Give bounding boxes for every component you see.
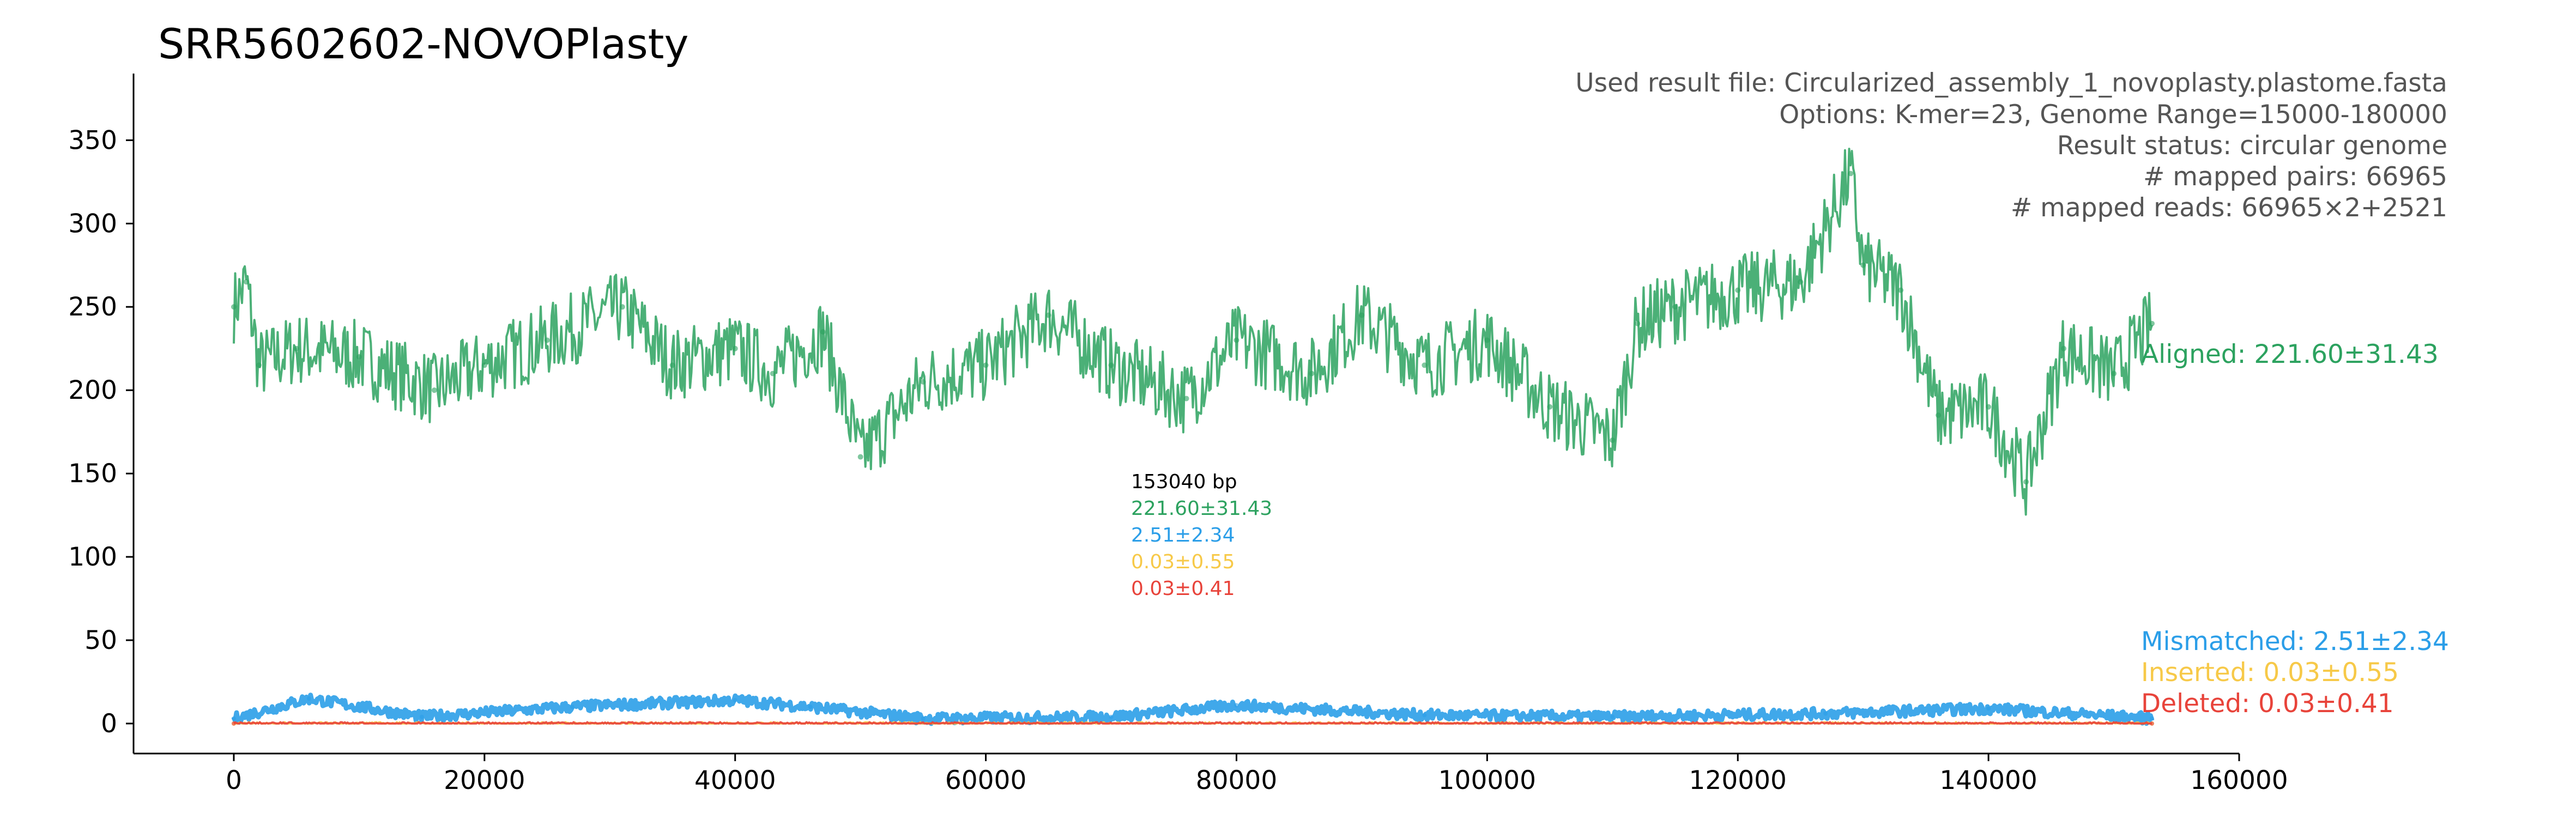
- y-tick-label: 200: [68, 375, 117, 405]
- data-point-aligned: [544, 337, 550, 343]
- data-point-aligned: [2023, 479, 2029, 485]
- y-tick-label: 250: [68, 292, 117, 322]
- x-tick-label: 60000: [945, 766, 1027, 795]
- data-point-aligned: [1672, 304, 1678, 310]
- series-label-deleted: Deleted: 0.03±0.41: [2141, 689, 2394, 719]
- stat-inserted: 0.03±0.55: [1131, 551, 1235, 573]
- data-point-aligned: [1848, 171, 1854, 177]
- plot-area: [231, 148, 2155, 726]
- info-block: Used result file: Circularized_assembly_…: [1575, 68, 2447, 223]
- stat-mismatched: 2.51±2.34: [1131, 524, 1235, 546]
- data-point-aligned: [1045, 312, 1051, 318]
- y-tick-label: 100: [68, 542, 117, 572]
- data-point-mismatched: [419, 714, 424, 719]
- series-line-deleted: [233, 721, 2152, 725]
- info-line-result-file: Used result file: Circularized_assembly_…: [1575, 68, 2447, 98]
- data-point-mismatched: [1109, 714, 1114, 719]
- data-point-aligned: [857, 454, 863, 460]
- x-tick-label: 20000: [444, 766, 525, 795]
- series-label-inserted: Inserted: 0.03±0.55: [2141, 658, 2399, 688]
- data-point-aligned: [1233, 337, 1239, 343]
- data-point-mismatched: [2149, 716, 2154, 721]
- data-point-deleted: [2149, 721, 2154, 726]
- center-stats: 153040 bp 221.60±31.43 2.51±2.34 0.03±0.…: [1131, 471, 1272, 600]
- data-point-mismatched: [1986, 706, 1991, 711]
- x-tick-label: 160000: [2190, 766, 2288, 795]
- data-point-mismatched: [570, 704, 575, 709]
- x-tick-label: 140000: [1939, 766, 2037, 795]
- y-tick-label: 50: [84, 625, 117, 655]
- data-point-aligned: [1735, 287, 1741, 293]
- data-point-mismatched: [921, 716, 926, 721]
- data-point-mismatched: [733, 698, 737, 703]
- x-tick-label: 100000: [1438, 766, 1536, 795]
- data-point-aligned: [231, 304, 237, 310]
- data-point-mismatched: [1823, 711, 1828, 716]
- y-tick-label: 0: [101, 709, 117, 739]
- data-point-aligned: [1108, 362, 1114, 368]
- info-line-options: Options: K-mer=23, Genome Range=15000-18…: [1779, 100, 2447, 130]
- data-point-aligned: [1936, 412, 1942, 418]
- series-line-aligned: [233, 148, 2153, 516]
- info-line-mapped-pairs: # mapped pairs: 66965: [2143, 162, 2447, 192]
- y-tick-label: 150: [68, 459, 117, 489]
- data-point-mismatched: [1610, 714, 1615, 719]
- data-point-mismatched: [1234, 703, 1239, 708]
- x-tick-label: 40000: [694, 766, 776, 795]
- data-point-aligned: [243, 279, 249, 285]
- data-point-mismatched: [231, 716, 236, 721]
- data-point-aligned: [431, 387, 437, 393]
- data-point-aligned: [2149, 320, 2155, 326]
- data-point-aligned: [1422, 362, 1428, 368]
- data-point-aligned: [481, 362, 487, 368]
- data-point-deleted: [231, 721, 236, 726]
- stat-deleted: 0.03±0.41: [1131, 578, 1235, 600]
- data-point-aligned: [1635, 320, 1641, 326]
- chart-title: SRR5602602-NOVOPlasty: [158, 20, 688, 68]
- data-point-mismatched: [808, 704, 813, 709]
- x-tick-label: 0: [226, 766, 242, 795]
- data-point-aligned: [669, 362, 675, 368]
- data-point-aligned: [256, 362, 262, 368]
- data-point-mismatched: [1422, 713, 1427, 718]
- data-point-aligned: [983, 362, 989, 368]
- data-point-aligned: [1986, 404, 1992, 410]
- data-point-aligned: [1547, 404, 1553, 410]
- data-point-aligned: [1309, 370, 1315, 376]
- series-label-aligned: Aligned: 221.60±31.43: [2141, 339, 2439, 369]
- data-point-aligned: [732, 345, 738, 351]
- stat-length: 153040 bp: [1131, 471, 1237, 493]
- data-point-aligned: [920, 379, 926, 385]
- x-tick-label: 80000: [1196, 766, 1278, 795]
- data-point-aligned: [1484, 337, 1490, 343]
- data-point-aligned: [770, 370, 776, 376]
- series-label-mismatched: Mismatched: 2.51±2.34: [2141, 627, 2449, 657]
- data-point-mismatched: [306, 696, 311, 701]
- data-point-aligned: [293, 345, 299, 351]
- data-point-aligned: [1183, 396, 1189, 402]
- info-line-status: Result status: circular genome: [2057, 131, 2447, 161]
- data-point-aligned: [2111, 370, 2117, 376]
- y-tick-label: 300: [68, 209, 117, 239]
- data-point-aligned: [1798, 279, 1804, 285]
- series-labels: Aligned: 221.60±31.43 Mismatched: 2.51±2.…: [2141, 339, 2449, 719]
- x-tick-label: 120000: [1689, 766, 1787, 795]
- y-tick-label: 350: [68, 125, 117, 155]
- data-point-aligned: [1898, 287, 1904, 293]
- data-point-aligned: [356, 354, 362, 360]
- info-line-mapped-reads: # mapped reads: 66965×2+2521: [2011, 193, 2447, 223]
- data-point-aligned: [2061, 345, 2067, 351]
- data-point-aligned: [1610, 437, 1616, 443]
- data-point-aligned: [1860, 262, 1866, 268]
- data-point-aligned: [820, 329, 826, 335]
- data-point-aligned: [1359, 312, 1365, 318]
- axes: 0 50 100 150 200 250 300 350 0 20000 40000 60000 800…: [68, 74, 2288, 795]
- data-point-aligned: [619, 304, 625, 310]
- stat-aligned: 221.60±31.43: [1131, 497, 1272, 520]
- series-line-mismatched: [231, 693, 2155, 726]
